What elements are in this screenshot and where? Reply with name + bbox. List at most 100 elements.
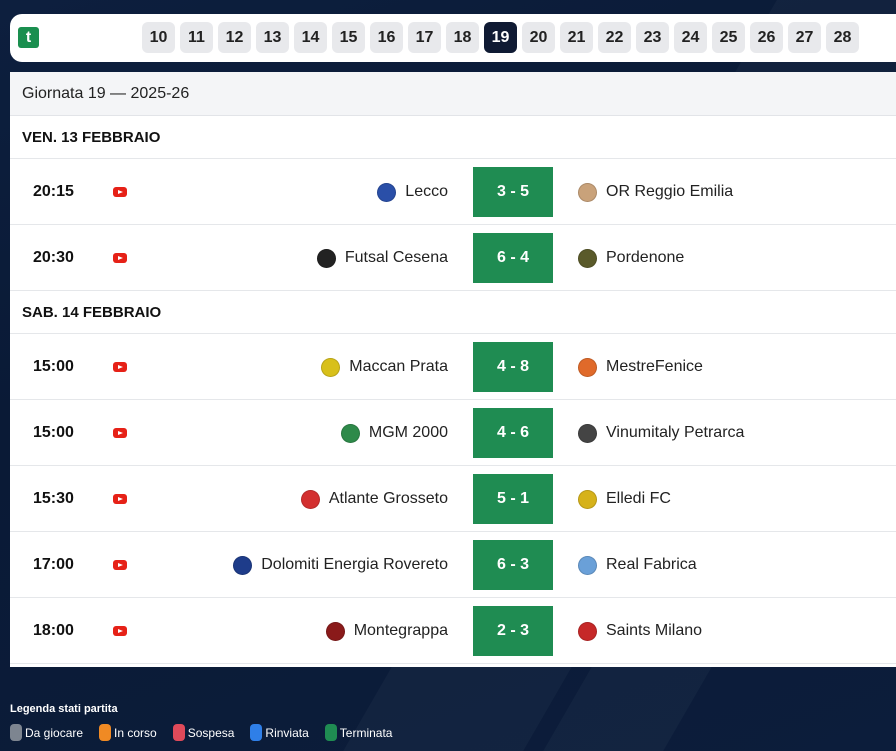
- status-color-swatch: [10, 724, 22, 741]
- round-button-24[interactable]: 24: [674, 22, 707, 53]
- app-logo-icon[interactable]: t: [18, 27, 39, 48]
- away-team[interactable]: Vinumitaly Petrarca: [578, 400, 744, 466]
- legend-title: Legenda stati partita: [10, 703, 118, 715]
- round-button-16[interactable]: 16: [370, 22, 403, 53]
- youtube-icon[interactable]: [113, 253, 127, 263]
- round-button-11[interactable]: 11: [180, 22, 213, 53]
- away-team-name: Real Fabrica: [606, 556, 697, 573]
- youtube-icon[interactable]: [113, 626, 127, 636]
- match-time: 15:00: [33, 424, 74, 441]
- home-team-crest-icon: [321, 357, 341, 377]
- home-team-name: Maccan Prata: [349, 358, 448, 375]
- match-row[interactable]: 15:30 Atlante Grosseto 5 - 1 Elledi FC: [10, 466, 896, 532]
- legend-label: Terminata: [339, 725, 393, 740]
- match-row[interactable]: 17:00 Dolomiti Energia Rovereto 6 - 3 Real …: [10, 532, 896, 598]
- match-score[interactable]: 5 - 1: [473, 474, 553, 524]
- round-button-21[interactable]: 21: [560, 22, 593, 53]
- away-team-crest-icon: [578, 182, 597, 202]
- away-team-crest-icon: [578, 489, 597, 509]
- away-team-name: MestreFenice: [606, 358, 703, 375]
- home-team[interactable]: Atlante Grosseto: [300, 466, 448, 532]
- round-button-19[interactable]: 19: [484, 22, 517, 53]
- round-button-27[interactable]: 27: [788, 22, 821, 53]
- match-row[interactable]: 18:00 Montegrappa 2 - 3 Saints Milano: [10, 598, 896, 664]
- match-row[interactable]: 15:00 MGM 2000 4 - 6 Vinumitaly Petrarca: [10, 400, 896, 466]
- home-team[interactable]: Maccan Prata: [321, 334, 448, 400]
- match-row[interactable]: 15:00 Maccan Prata 4 - 8 MestreFenice: [10, 334, 896, 400]
- home-team[interactable]: Montegrappa: [325, 598, 448, 664]
- round-button-28[interactable]: 28: [826, 22, 859, 53]
- home-team-name: Dolomiti Energia Rovereto: [261, 556, 448, 573]
- home-team[interactable]: Lecco: [377, 159, 448, 225]
- home-team-name: MGM 2000: [368, 424, 448, 441]
- home-team[interactable]: Dolomiti Energia Rovereto: [233, 532, 448, 598]
- home-team-crest-icon: [300, 489, 320, 509]
- status-color-swatch: [99, 724, 112, 741]
- match-score[interactable]: 3 - 5: [473, 167, 553, 217]
- fixtures-list: VEN. 13 FEBBRAIO 20:15 Lecco 3 - 5 OR Reggio…: [10, 116, 896, 664]
- home-team-crest-icon: [233, 555, 253, 575]
- round-button-23[interactable]: 23: [636, 22, 669, 53]
- legend-item: In corso: [99, 724, 157, 741]
- match-row[interactable]: 20:15 Lecco 3 - 5 OR Reggio Emilia: [10, 159, 896, 225]
- round-button-12[interactable]: 12: [218, 22, 251, 53]
- match-score[interactable]: 2 - 3: [473, 606, 553, 656]
- away-team-crest-icon: [578, 423, 597, 443]
- youtube-icon[interactable]: [113, 494, 127, 504]
- home-team-name: Atlante Grosseto: [328, 490, 448, 507]
- match-row[interactable]: 20:30 Futsal Cesena 6 - 4 Pordenone: [10, 225, 896, 291]
- status-color-swatch: [324, 724, 337, 741]
- away-team[interactable]: Real Fabrica: [578, 532, 697, 598]
- away-team[interactable]: Elledi FC: [578, 466, 671, 532]
- legend-item: Terminata: [324, 724, 393, 741]
- home-team-crest-icon: [316, 248, 336, 268]
- round-selector-bar: t 10 11 12 13 14 15 16 17 18 19 20 21 22 23 24 25 26 27 28: [10, 14, 896, 62]
- legend-label: Sospesa: [187, 725, 235, 740]
- round-button-14[interactable]: 14: [294, 22, 327, 53]
- home-team-name: Futsal Cesena: [344, 249, 448, 266]
- day-header: SAB. 14 FEBBRAIO: [10, 291, 896, 334]
- match-time: 15:00: [33, 358, 74, 375]
- round-button-17[interactable]: 17: [408, 22, 441, 53]
- round-button-18[interactable]: 18: [446, 22, 479, 53]
- legend-item: Da giocare: [10, 724, 83, 741]
- round-button-15[interactable]: 15: [332, 22, 365, 53]
- fixtures-panel: Giornata 19 — 2025-26 VEN. 13 FEBBRAIO 20…: [10, 72, 896, 667]
- legend-label: In corso: [114, 725, 157, 740]
- match-score[interactable]: 6 - 4: [473, 233, 553, 283]
- match-score[interactable]: 4 - 6: [473, 408, 553, 458]
- match-score[interactable]: 4 - 8: [473, 342, 553, 392]
- round-button-26[interactable]: 26: [750, 22, 783, 53]
- match-time: 17:00: [33, 556, 74, 573]
- match-time: 20:30: [33, 249, 74, 266]
- round-button-20[interactable]: 20: [522, 22, 555, 53]
- round-button-10[interactable]: 10: [142, 22, 175, 53]
- legend-label: Da giocare: [25, 725, 84, 740]
- away-team[interactable]: Pordenone: [578, 225, 684, 291]
- away-team-crest-icon: [578, 357, 597, 377]
- home-team[interactable]: MGM 2000: [340, 400, 448, 466]
- away-team-name: Pordenone: [606, 249, 685, 266]
- match-time: 18:00: [33, 622, 74, 639]
- round-button-22[interactable]: 22: [598, 22, 631, 53]
- status-color-swatch: [172, 724, 185, 741]
- home-team[interactable]: Futsal Cesena: [316, 225, 448, 291]
- youtube-icon[interactable]: [113, 428, 127, 438]
- away-team[interactable]: Saints Milano: [578, 598, 702, 664]
- away-team[interactable]: OR Reggio Emilia: [578, 159, 733, 225]
- away-team[interactable]: MestreFenice: [578, 334, 703, 400]
- round-list: 10 11 12 13 14 15 16 17 18 19 20 21 22 23 24 25 26 27 28: [142, 22, 859, 53]
- round-button-13[interactable]: 13: [256, 22, 289, 53]
- round-button-25[interactable]: 25: [712, 22, 745, 53]
- youtube-icon[interactable]: [113, 560, 127, 570]
- match-score[interactable]: 6 - 3: [473, 540, 553, 590]
- away-team-crest-icon: [578, 621, 597, 641]
- home-team-name: Montegrappa: [353, 622, 448, 639]
- legend-item: Sospesa: [172, 724, 235, 741]
- status-color-swatch: [250, 724, 263, 741]
- youtube-icon[interactable]: [113, 362, 127, 372]
- youtube-icon[interactable]: [113, 187, 127, 197]
- home-team-crest-icon: [340, 423, 360, 443]
- match-time: 20:15: [33, 183, 74, 200]
- legend-label: Rinviata: [265, 725, 309, 740]
